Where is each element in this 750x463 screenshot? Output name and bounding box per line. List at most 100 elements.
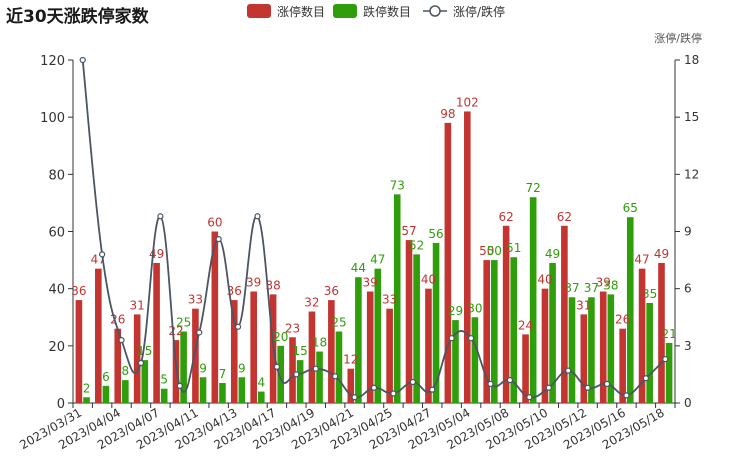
ratio-point [79,56,86,64]
ratio-point [467,335,475,342]
bar-label-limit-up: 60 [207,216,222,230]
ratio-point [332,373,339,380]
y-right-tick-label: 9 [684,225,692,239]
bar-limit-down [141,360,149,403]
y-left-tick-label: 20 [48,340,65,355]
bar-label-limit-down: 9 [199,361,207,375]
legend-label-2: 跌停数目 [363,4,411,19]
ratio-point [273,363,281,370]
bar-label-limit-down: 15 [137,344,152,358]
bar-label-limit-down: 30 [467,301,482,315]
ratio-point [545,384,552,391]
bar-label-limit-up: 26 [615,313,630,327]
bar-label-limit-down: 4 [257,376,265,390]
bar-label-limit-down: 72 [526,181,541,195]
bar-limit-down [355,277,362,403]
ratio-point [487,380,494,388]
bar-limit-down [588,297,595,403]
bar-label-limit-up: 62 [557,210,572,224]
bar-limit-up [599,291,607,403]
y-right-tick-label: 0 [684,396,692,410]
bar-limit-down [374,268,382,403]
bar-label-limit-down: 20 [273,330,288,344]
bar-label-limit-down: 18 [312,336,327,350]
ratio-point [196,329,203,336]
bar-label-limit-down: 49 [545,247,560,261]
bar-label-limit-up: 40 [537,273,552,287]
ratio-point [429,386,436,393]
chart-title: 近30天涨跌停家数 [6,7,149,27]
bar-limit-up [522,334,529,403]
bar-label-limit-down: 8 [122,364,130,378]
y-right-tick-label: 6 [684,282,692,296]
bar-limit-up [444,122,452,403]
bar-limit-up [541,288,549,403]
bar-limit-down [549,262,556,403]
bar-label-limit-down: 6 [102,370,110,384]
ratio-point [137,359,145,367]
bar-label-limit-down: 47 [370,253,385,267]
ratio-point [118,337,125,344]
bar-limit-down [277,345,285,403]
bar-limit-up [347,368,355,403]
ratio-point [623,392,630,399]
legend-swatch-1 [247,4,271,18]
ratio-point [506,377,514,384]
ratio-point [642,375,649,382]
bar-limit-down [607,294,615,403]
bar-label-limit-up: 23 [285,321,300,335]
bar-label-limit-up: 57 [401,224,416,238]
legend-label-1: 涨停数目 [277,4,325,19]
ratio-point [312,365,319,372]
bar-limit-up [580,314,588,403]
bar-limit-down [452,320,459,403]
ratio-point [603,380,611,388]
bar-label-limit-down: 73 [390,178,405,192]
ratio-point [234,323,242,330]
bar-limit-down [238,377,246,403]
bar-limit-down [316,351,323,403]
bar-label-limit-down: 29 [448,304,463,318]
bar-limit-up [658,262,665,403]
y-left-tick-label: 40 [48,283,65,298]
bar-label-limit-down: 38 [603,278,618,292]
bar-limit-up [75,300,83,403]
bar-label-limit-up: 39 [596,276,611,290]
ratio-point [215,236,222,243]
bar-label-limit-down: 5 [160,373,168,387]
bar-label-limit-up: 39 [246,276,261,290]
right-axis-label: 涨停/跌停 [654,31,702,45]
bar-label-limit-down: 65 [623,201,638,215]
ratio-point [526,394,533,401]
bar-label-limit-up: 40 [421,273,436,287]
bar-label-limit-down: 51 [506,241,521,255]
bar-limit-up [308,311,316,403]
y-left-tick-label: 0 [57,397,65,412]
y-left-tick-label: 120 [40,54,65,69]
bar-limit-down [219,382,226,403]
bar-limit-up [619,328,626,403]
bar-limit-up [463,111,471,403]
ratio-line-layer [79,56,669,401]
bar-limit-down [199,377,207,403]
bar-limit-down [83,397,90,403]
bar-limit-down [413,254,420,403]
bar-limit-up [366,291,374,403]
bar-limit-down [432,242,440,403]
bar-limit-down [296,360,304,403]
ratio-point [254,213,261,220]
bar-limit-up [502,225,510,403]
bar-limit-down [529,197,537,403]
y-left-tick-label: 60 [48,226,65,241]
bar-label-limit-up: 62 [498,210,513,224]
bar-limit-down [180,331,187,403]
bar-label-limit-up: 38 [265,278,280,292]
bar-limit-up [250,291,257,403]
ratio-point [176,382,183,389]
bar-limit-down [568,297,576,403]
bar-label-limit-up: 47 [634,253,649,267]
y-right-tick-label: 15 [684,110,699,124]
bar-limit-up [192,308,199,403]
bar-limit-down [102,385,110,403]
